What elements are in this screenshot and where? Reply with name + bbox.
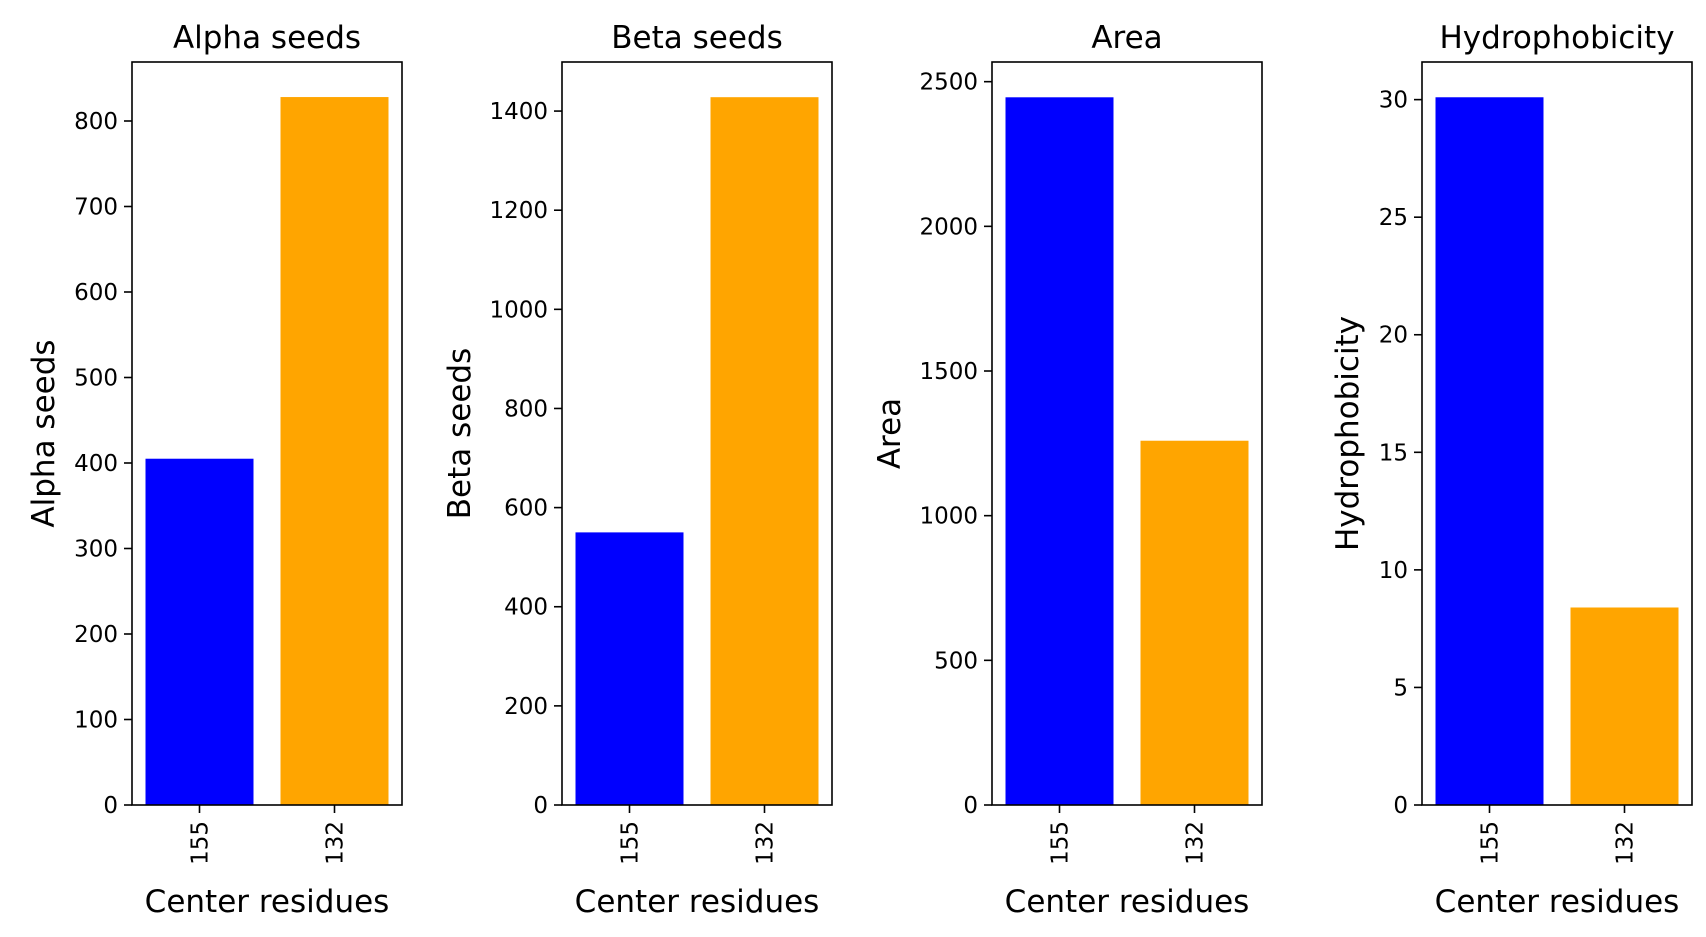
y-tick-label: 400	[504, 595, 548, 621]
axes-frame	[561, 61, 833, 806]
axes-frame	[1421, 61, 1693, 806]
y-tick-label: 200	[74, 622, 118, 648]
y-tick-label: 0	[963, 793, 978, 819]
y-tick-label: 600	[504, 496, 548, 522]
y-tick-label: 1000	[919, 504, 978, 530]
x-tick-label: 155	[1048, 821, 1074, 865]
bar-155	[1435, 97, 1544, 806]
x-tick-label: 155	[188, 821, 214, 865]
chart-title: Beta seeds	[611, 20, 782, 56]
y-tick-label: 300	[74, 536, 118, 562]
y-tick-label: 800	[74, 109, 118, 135]
y-tick-label: 800	[504, 396, 548, 422]
y-axis-label: Beta seeds	[442, 348, 478, 519]
y-tick-label: 15	[1379, 440, 1408, 466]
bar-132	[1570, 607, 1679, 805]
x-axis-label: Center residues	[575, 884, 820, 920]
y-tick-label: 500	[934, 648, 978, 674]
y-axis-label: Area	[872, 398, 908, 469]
x-tick-label: 155	[618, 821, 644, 865]
x-axis-label: Center residues	[1435, 884, 1680, 920]
x-tick-label: 132	[1613, 821, 1639, 865]
axes-frame	[991, 61, 1263, 806]
chart-title: Area	[1091, 20, 1162, 56]
chart-title: Hydrophobicity	[1439, 20, 1674, 56]
panel-1: 0 100 200 300 400 500 600 700 800 155 132 Alpha see…	[26, 20, 403, 920]
x-axis-label: Center residues	[145, 884, 390, 920]
y-tick-label: 0	[103, 793, 118, 819]
y-tick-label: 400	[74, 451, 118, 477]
bar-155	[575, 532, 684, 805]
y-tick-label: 30	[1379, 88, 1408, 114]
x-tick-label: 132	[323, 821, 349, 865]
y-tick-label: 1200	[489, 198, 548, 224]
bar-132	[1140, 440, 1249, 805]
chart-title: Alpha seeds	[173, 20, 361, 56]
y-tick-label: 2000	[919, 214, 978, 240]
y-tick-label: 0	[1393, 793, 1408, 819]
y-tick-label: 20	[1379, 323, 1408, 349]
bar-155	[1005, 97, 1114, 806]
y-tick-label: 25	[1379, 205, 1408, 231]
x-axis-label: Center residues	[1005, 884, 1250, 920]
y-tick-label: 700	[74, 194, 118, 220]
y-tick-label: 0	[533, 793, 548, 819]
y-axis-label: Hydrophobicity	[1330, 316, 1366, 551]
bar-132	[710, 97, 819, 805]
x-tick-label: 132	[1183, 821, 1209, 865]
panel-3: 0 500 1000 1500 2000 2500 155 132 Area Center res…	[872, 20, 1263, 920]
y-tick-label: 2500	[919, 70, 978, 96]
panel-2: 0 200 400 600 800 1000 1200 1400 155 132 Beta seed…	[442, 20, 833, 920]
y-tick-label: 5	[1393, 675, 1408, 701]
axes-frame	[131, 61, 403, 806]
x-tick-label: 155	[1478, 821, 1504, 865]
y-tick-label: 10	[1379, 558, 1408, 584]
panel-4: 0 5 10 15 20 25 30 155 132 Hydrophobicity Center r…	[1330, 20, 1693, 920]
bar-132	[280, 97, 389, 805]
y-tick-label: 200	[504, 694, 548, 720]
y-tick-label: 600	[74, 280, 118, 306]
y-tick-label: 1500	[919, 359, 978, 385]
y-tick-label: 500	[74, 365, 118, 391]
bar-155	[145, 458, 254, 805]
y-tick-label: 1400	[489, 99, 548, 125]
y-axis-label: Alpha seeds	[26, 339, 62, 527]
y-tick-label: 1000	[489, 297, 548, 323]
y-tick-label: 100	[74, 707, 118, 733]
x-tick-label: 132	[753, 821, 779, 865]
